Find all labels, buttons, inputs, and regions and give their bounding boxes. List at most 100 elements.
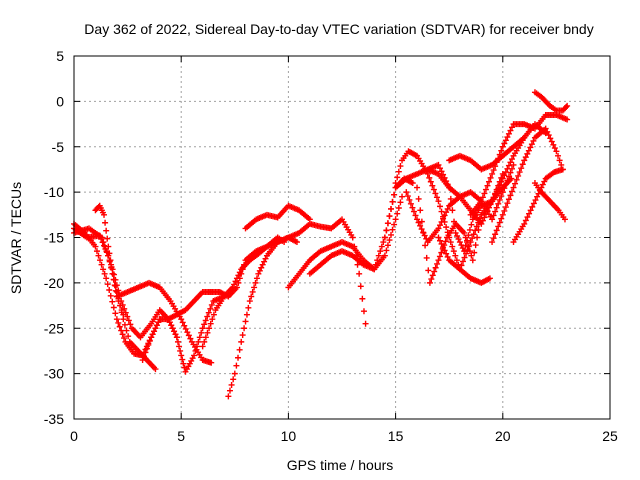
data-point	[116, 323, 123, 330]
data-point	[172, 331, 179, 338]
data-point	[146, 338, 153, 345]
x-tick-label: 5	[177, 428, 185, 444]
data-point	[232, 278, 239, 285]
data-point	[498, 215, 505, 222]
data-point	[243, 311, 250, 318]
data-point	[507, 127, 514, 134]
data-point	[496, 196, 503, 203]
data-point	[115, 319, 122, 326]
data-point	[246, 298, 253, 305]
data-point	[235, 354, 242, 361]
data-point	[242, 318, 249, 325]
data-point	[542, 125, 549, 132]
data-point	[530, 137, 537, 144]
data-point	[461, 254, 468, 261]
data-point	[169, 325, 176, 332]
data-point	[388, 231, 395, 238]
data-point	[455, 236, 462, 243]
data-point	[262, 255, 269, 262]
data-point	[475, 219, 482, 226]
data-point	[438, 218, 445, 225]
data-point	[415, 219, 422, 226]
data-point	[495, 200, 502, 207]
data-point	[148, 334, 155, 341]
data-point	[171, 328, 178, 335]
data-point	[548, 138, 555, 145]
data-point	[201, 338, 208, 345]
data-point	[422, 242, 429, 249]
data-point	[441, 212, 448, 219]
data-point	[383, 227, 390, 234]
data-point	[198, 329, 205, 336]
data-point	[101, 211, 108, 218]
data-point	[482, 186, 489, 193]
data-point	[103, 275, 110, 282]
data-point	[142, 349, 149, 356]
y-tick-label: -35	[44, 411, 64, 427]
data-point	[151, 328, 158, 335]
data-point	[391, 221, 398, 228]
data-point	[121, 321, 128, 328]
data-point	[230, 376, 237, 383]
data-point	[433, 194, 440, 201]
data-point	[397, 199, 404, 206]
data-point	[112, 287, 119, 294]
data-point	[119, 331, 126, 338]
data-point	[173, 334, 180, 341]
data-point	[459, 258, 466, 265]
data-point	[508, 175, 515, 182]
data-point	[429, 182, 436, 189]
data-point	[479, 194, 486, 201]
data-point	[141, 353, 148, 360]
data-point	[526, 210, 533, 217]
data-point	[465, 232, 472, 239]
data-point	[444, 253, 451, 260]
data-point	[407, 200, 414, 207]
data-point	[206, 325, 213, 332]
data-point	[504, 200, 511, 207]
data-point	[486, 178, 493, 185]
data-point	[384, 242, 391, 249]
chart-title: Day 362 of 2022, Sidereal Day-to-day VTE…	[84, 21, 593, 37]
data-point	[204, 329, 211, 336]
data-point	[555, 152, 562, 159]
data-point	[251, 284, 258, 291]
data-point	[381, 252, 388, 259]
data-point	[452, 252, 459, 259]
data-point	[187, 335, 194, 342]
data-point	[529, 203, 536, 210]
data-point	[384, 220, 391, 227]
data-point	[258, 264, 265, 271]
data-point	[377, 248, 384, 255]
data-point	[443, 224, 450, 231]
series-sat-i	[225, 216, 369, 400]
data-point	[502, 137, 509, 144]
data-point	[454, 232, 461, 239]
data-point	[501, 207, 508, 214]
data-point	[496, 219, 503, 226]
data-point	[492, 208, 499, 215]
data-point	[472, 227, 479, 234]
data-point	[550, 141, 557, 148]
data-point	[442, 238, 449, 245]
data-point	[431, 268, 438, 275]
data-point	[118, 327, 125, 334]
data-point	[179, 356, 186, 363]
data-point	[261, 258, 268, 265]
data-point	[359, 295, 366, 302]
data-point	[441, 247, 448, 254]
data-point	[95, 252, 102, 259]
data-point	[380, 239, 387, 246]
data-point	[181, 322, 188, 329]
data-point	[111, 282, 118, 289]
data-point	[559, 166, 566, 173]
data-point	[425, 267, 432, 274]
data-point	[440, 171, 447, 178]
data-point	[125, 333, 132, 340]
data-point	[443, 250, 450, 257]
data-point	[495, 185, 502, 192]
data-point	[435, 225, 442, 232]
data-point	[356, 270, 363, 277]
data-point	[392, 216, 399, 223]
data-point	[231, 281, 238, 288]
